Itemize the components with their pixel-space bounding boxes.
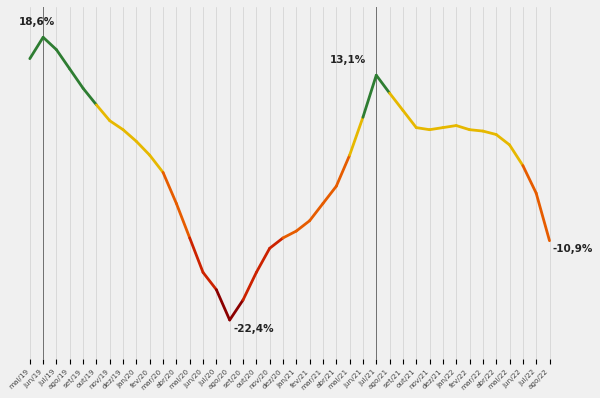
- Text: 18,6%: 18,6%: [19, 17, 55, 27]
- Text: -10,9%: -10,9%: [552, 244, 593, 254]
- Text: 13,1%: 13,1%: [329, 55, 366, 65]
- Text: -22,4%: -22,4%: [233, 324, 274, 334]
